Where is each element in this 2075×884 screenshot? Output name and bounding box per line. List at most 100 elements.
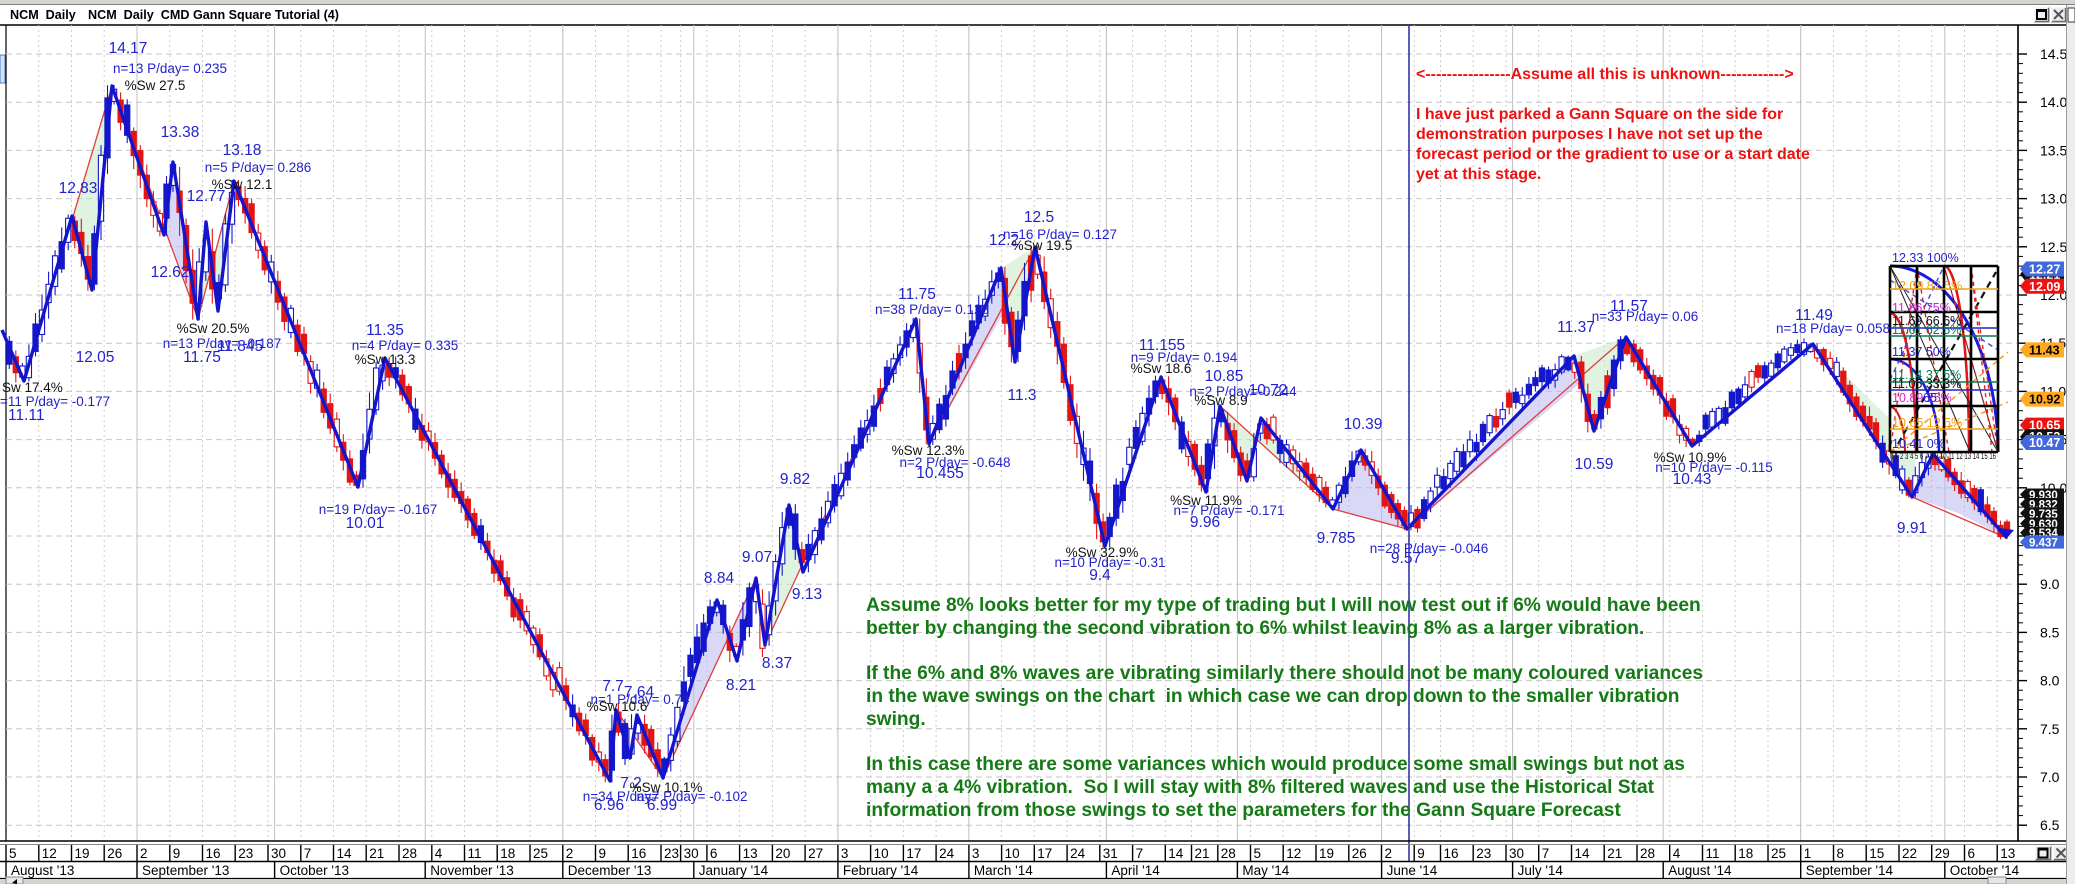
svg-text:4: 4: [435, 846, 443, 861]
svg-text:%Sw 10.6: %Sw 10.6: [587, 699, 648, 714]
svg-text:11.845: 11.845: [217, 338, 263, 355]
svg-text:11.155: 11.155: [1139, 337, 1185, 354]
svg-text:21: 21: [1195, 846, 1210, 861]
svg-text:17: 17: [1037, 846, 1052, 861]
svg-text:7.2: 7.2: [620, 775, 642, 792]
svg-text:%Sw 10.1%: %Sw 10.1%: [630, 780, 703, 795]
svg-text:5: 5: [1254, 846, 1262, 861]
svg-text:23: 23: [1476, 846, 1491, 861]
svg-text:30: 30: [1509, 846, 1524, 861]
svg-text:%Sw 19.5: %Sw 19.5: [1012, 238, 1073, 253]
svg-text:10.43: 10.43: [1673, 471, 1712, 488]
svg-text:16: 16: [631, 846, 646, 861]
svg-text:8.0: 8.0: [2040, 673, 2060, 689]
svg-text:8.37: 8.37: [762, 655, 792, 672]
svg-text:28: 28: [402, 846, 417, 861]
svg-text:n=1 P/day= 0.74: n=1 P/day= 0.74: [590, 692, 690, 707]
svg-text:demonstration purposes I have: demonstration purposes I have not set up…: [1416, 126, 1763, 143]
svg-text:September '13: September '13: [142, 863, 229, 878]
svg-text:NCM Daily: NCM Daily: [10, 8, 76, 22]
svg-text:March '14: March '14: [974, 863, 1033, 878]
svg-text:1: 1: [1804, 846, 1812, 861]
svg-text:16: 16: [1444, 846, 1459, 861]
svg-text:26: 26: [107, 846, 122, 861]
svg-text:24: 24: [939, 846, 955, 861]
svg-text:13.0: 13.0: [2040, 191, 2067, 207]
svg-text:12.5: 12.5: [2040, 239, 2067, 255]
svg-text:7: 7: [1136, 846, 1144, 861]
svg-text:%Sw 32.9%: %Sw 32.9%: [1066, 545, 1139, 560]
svg-text:November '13: November '13: [430, 863, 514, 878]
svg-text:11: 11: [1706, 846, 1720, 861]
svg-text:6.96: 6.96: [594, 797, 624, 814]
svg-text:12.62: 12.62: [151, 264, 190, 281]
svg-text:14.0: 14.0: [2040, 94, 2067, 110]
svg-text:9.96: 9.96: [1190, 514, 1220, 531]
svg-text:7: 7: [304, 846, 312, 861]
svg-text:n=38 P/day= 0.128: n=38 P/day= 0.128: [875, 302, 989, 317]
svg-text:7.0: 7.0: [2040, 769, 2060, 785]
svg-text:0 1 2 3 4 5 6 7 8 9 10 11 12 1: 0 1 2 3 4 5 6 7 8 9 10 11 12 13 14 15 16: [1890, 451, 1996, 461]
svg-text:7.7: 7.7: [602, 678, 624, 695]
svg-text:8.84: 8.84: [704, 570, 735, 587]
svg-text:If the 6% and 8% waves are vib: If the 6% and 8% waves are vibrating sim…: [866, 663, 1703, 684]
svg-text:n=13 P/day= 0.235: n=13 P/day= 0.235: [113, 61, 227, 76]
svg-text:27: 27: [808, 846, 823, 861]
svg-text:n=33 P/day= 0.06: n=33 P/day= 0.06: [1592, 309, 1699, 324]
svg-text:10.455: 10.455: [916, 465, 963, 482]
svg-text:9: 9: [599, 846, 607, 861]
svg-text:14: 14: [1168, 846, 1184, 861]
svg-text:11.57: 11.57: [1610, 298, 1648, 315]
svg-text:12: 12: [1286, 846, 1301, 861]
svg-text:17: 17: [906, 846, 921, 861]
svg-text:n=10 P/day= -0.31: n=10 P/day= -0.31: [1054, 555, 1165, 570]
svg-text:12.09 87.5%: 12.09 87.5%: [1892, 279, 1962, 293]
svg-text:28: 28: [1640, 846, 1655, 861]
svg-text:7: 7: [1542, 846, 1550, 861]
svg-text:65: 65: [1923, 391, 1937, 405]
svg-text:18: 18: [1738, 846, 1753, 861]
svg-text:12.05: 12.05: [76, 349, 115, 366]
svg-text:n=7 P/day= -0.102: n=7 P/day= -0.102: [636, 789, 747, 804]
svg-text:July '14: July '14: [1518, 863, 1564, 878]
svg-text:%Sw 8.9: %Sw 8.9: [1194, 393, 1247, 408]
svg-text:12.09: 12.09: [2029, 280, 2060, 294]
svg-text:11.3: 11.3: [1007, 387, 1036, 404]
svg-text:%Sw 27.5: %Sw 27.5: [125, 78, 186, 93]
svg-text:30: 30: [271, 846, 286, 861]
svg-text:%Sw 20.5%: %Sw 20.5%: [177, 321, 250, 336]
svg-text:8.21: 8.21: [726, 677, 756, 694]
svg-text:yet at this stage.: yet at this stage.: [1416, 166, 1541, 183]
svg-text:9.07: 9.07: [742, 549, 772, 566]
svg-text:=11 P/day= -0.177: =11 P/day= -0.177: [0, 394, 110, 409]
svg-text:13.38: 13.38: [161, 124, 200, 141]
svg-text:n=9 P/day= 0.194: n=9 P/day= 0.194: [1131, 350, 1238, 365]
svg-text:9: 9: [1417, 846, 1425, 861]
svg-text:swing.: swing.: [866, 709, 926, 730]
svg-text:26: 26: [1352, 846, 1367, 861]
svg-text:14.17: 14.17: [109, 40, 148, 57]
svg-text:24: 24: [1070, 846, 1086, 861]
svg-text:%Sw 12.3%: %Sw 12.3%: [892, 443, 965, 458]
svg-text:22: 22: [1902, 846, 1917, 861]
svg-text:14: 14: [1575, 846, 1591, 861]
svg-text:May '14: May '14: [1242, 863, 1289, 878]
svg-text:12.27: 12.27: [2029, 263, 2060, 277]
svg-text:10.65 12.5%: 10.65 12.5%: [1892, 416, 1962, 430]
svg-text:%Sw 12.1: %Sw 12.1: [212, 177, 273, 192]
svg-text:11.69 66.6%: 11.69 66.6%: [1892, 314, 1961, 328]
svg-text:January '14: January '14: [699, 863, 769, 878]
svg-text:12: 12: [42, 846, 57, 861]
svg-text:n=34 P/day=: n=34 P/day=: [583, 789, 660, 804]
svg-text:11.49: 11.49: [1795, 307, 1833, 324]
svg-text:9.57: 9.57: [1391, 550, 1421, 567]
svg-text:11.61 62.5%: 11.61 62.5%: [1892, 323, 1961, 337]
svg-text:6: 6: [710, 846, 718, 861]
svg-text:%Sw 13.3: %Sw 13.3: [355, 352, 416, 367]
svg-text:20: 20: [775, 846, 790, 861]
svg-text:11.37: 11.37: [1557, 319, 1595, 336]
svg-text:10.41 0%: 10.41 0%: [1892, 437, 1945, 451]
svg-text:11.75: 11.75: [183, 349, 221, 366]
svg-text:December '13: December '13: [568, 863, 652, 878]
svg-text:October '14: October '14: [1950, 863, 2020, 878]
